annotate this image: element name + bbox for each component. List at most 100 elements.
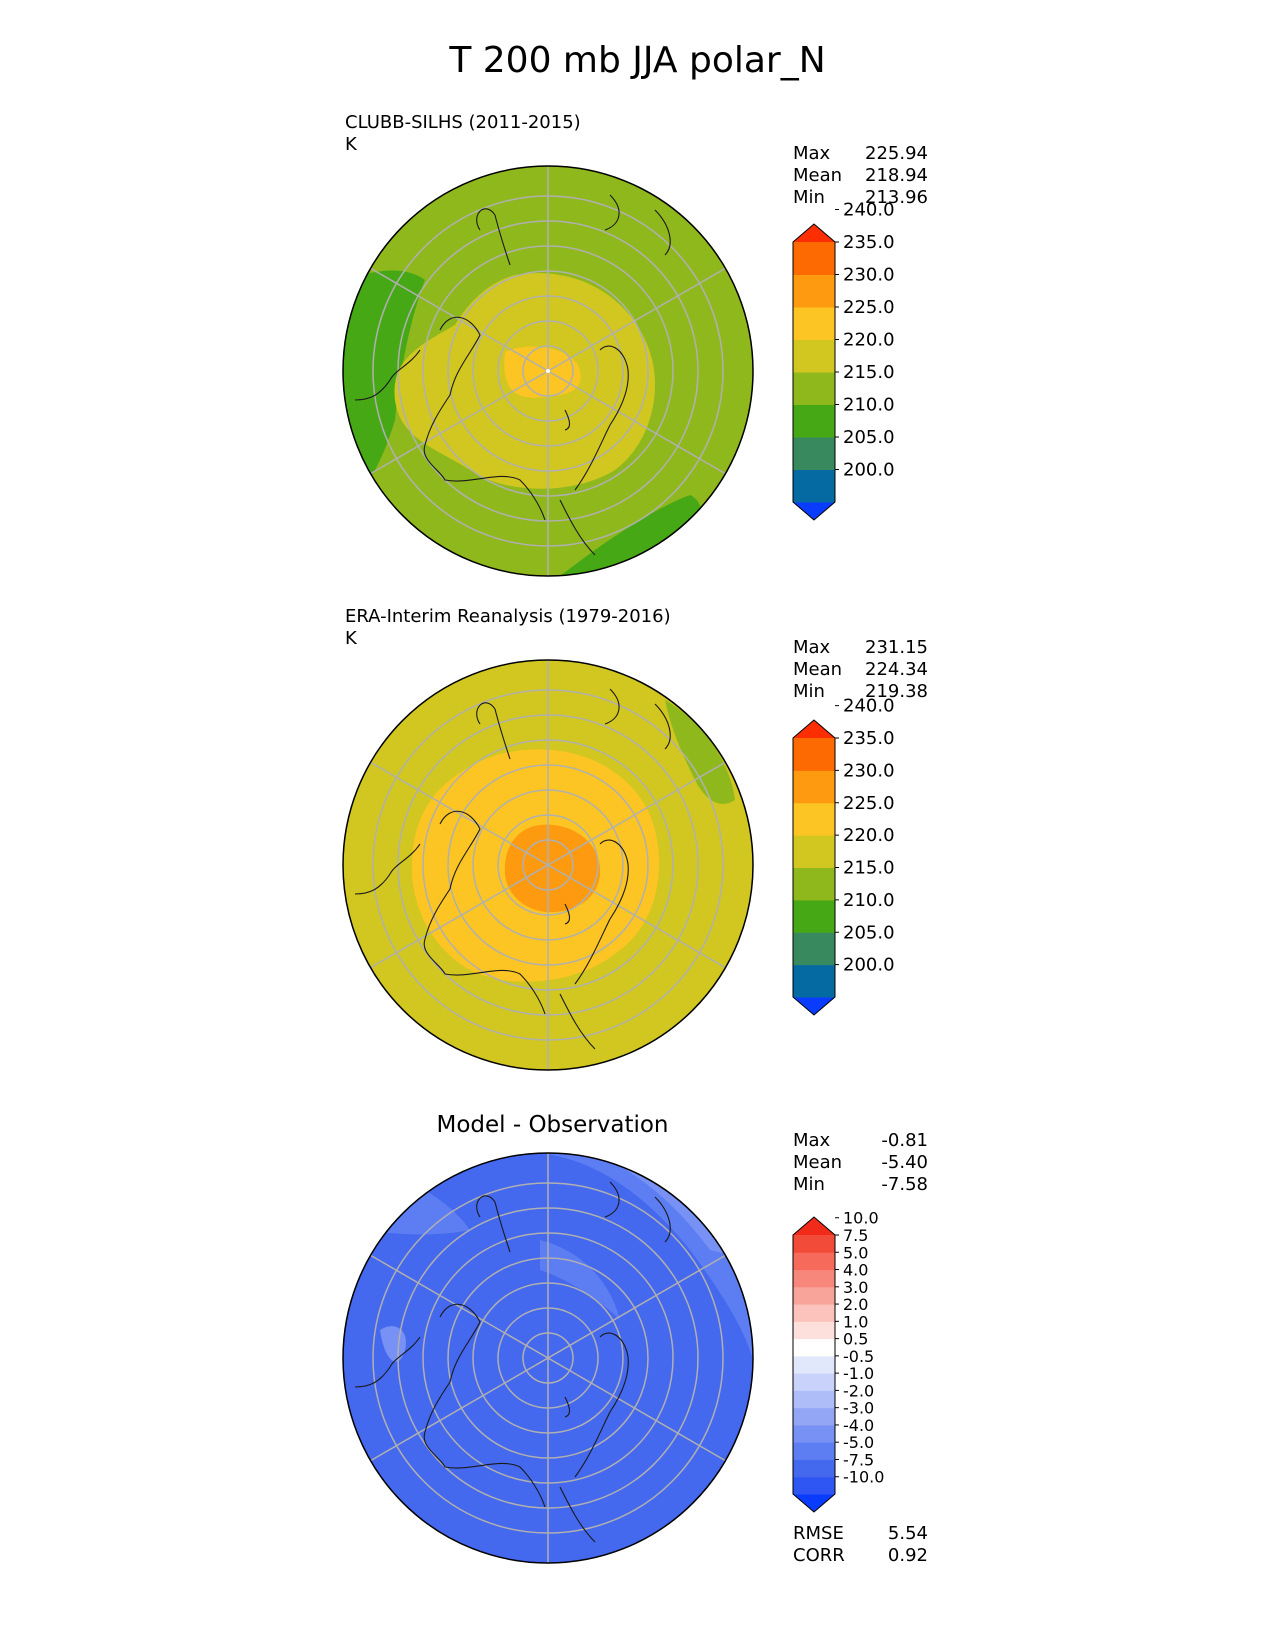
colorbar-segment [793, 932, 835, 966]
colorbar-panel1: 200.0 205.0 210.0 215.0 220.0 225.0 230.0 235.0… [792, 200, 895, 521]
colorbar-extend-min [793, 1494, 835, 1512]
colorbar-segment [793, 899, 835, 933]
colorbar-segment [793, 1338, 835, 1357]
stat-label: Max [793, 637, 831, 658]
metric-row: CORR 0.92 [793, 1545, 928, 1567]
colorbar-tick-label: -5.0 [843, 1433, 874, 1452]
stat-row: Max -0.81 [793, 1130, 928, 1152]
stat-value: 219.38 [865, 681, 928, 702]
colorbar-segment [793, 1252, 835, 1271]
map-border [342, 659, 754, 1071]
colorbar-tick-label: 2.0 [843, 1295, 868, 1314]
stat-row: Mean 218.94 [793, 165, 928, 187]
colorbar-tick-label: 4.0 [843, 1261, 868, 1280]
panel2-name: ERA-Interim Reanalysis (1979-2016) [345, 606, 671, 627]
colorbar-tick-label: 235.0 [843, 232, 895, 253]
colorbar-tick-label: 205.0 [843, 922, 895, 943]
colorbar-segment [793, 404, 835, 438]
map-panel1 [342, 165, 754, 577]
colorbar-segment [793, 1373, 835, 1391]
colorbar-tick-label: 210.0 [843, 890, 895, 911]
metric-label: RMSE [793, 1523, 844, 1544]
panel1-units: K [345, 134, 357, 155]
colorbar-segment [793, 738, 835, 771]
colorbar-tick-label: 235.0 [843, 728, 895, 749]
colorbar-segment [793, 867, 835, 901]
colorbar-extend-min [793, 502, 835, 520]
colorbar-tick-label: -4.0 [843, 1416, 874, 1435]
metric-value: 5.54 [887, 1523, 928, 1544]
stat-value: -0.81 [881, 1130, 928, 1151]
metric-value: 0.92 [887, 1545, 928, 1566]
colorbar-segment [793, 770, 835, 804]
colorbar-tick-label: 210.0 [843, 395, 895, 416]
stat-row: Min -7.58 [793, 1174, 928, 1196]
colorbar-tick-label: 10.0 [843, 1209, 879, 1228]
colorbar-segment [793, 274, 835, 308]
colorbar-segment [793, 307, 835, 340]
pole-marker [546, 369, 550, 373]
colorbar-segment [793, 1442, 835, 1460]
colorbar-tick-label: -7.5 [843, 1450, 874, 1469]
colorbar-segment [793, 372, 835, 405]
panel1-name: CLUBB-SILHS (2011-2015) [345, 112, 581, 133]
panel3-metrics: RMSE 5.54 CORR 0.92 [793, 1523, 928, 1567]
colorbar-tick-label: 240.0 [843, 200, 895, 221]
colorbar-tick-label: 215.0 [843, 858, 895, 879]
colorbar-tick-label: 230.0 [843, 760, 895, 781]
figure-title: T 200 mb JJA polar_N [449, 40, 826, 81]
colorbar-segment [793, 835, 835, 868]
colorbar-segment [793, 1459, 835, 1478]
colorbar-tick-label: 240.0 [843, 696, 895, 717]
colorbar-segment [793, 1321, 835, 1340]
colorbar-tick-label: 7.5 [843, 1226, 868, 1245]
stat-value: -5.40 [881, 1152, 928, 1173]
colorbar-extend-max [793, 224, 835, 242]
colorbar-tick-label: 3.0 [843, 1278, 868, 1297]
stat-label: Min [793, 1174, 825, 1195]
map-panel2 [342, 659, 754, 1071]
stat-value: 224.34 [865, 659, 928, 680]
metric-row: RMSE 5.54 [793, 1523, 928, 1545]
field-contour-minus4 [540, 1240, 620, 1320]
panel1-stats: Max 225.94 Mean 218.94 Min 213.96 [793, 143, 928, 209]
colorbar-segment [793, 1235, 835, 1253]
colorbar-tick-label: 215.0 [843, 362, 895, 383]
colorbar-segment [793, 339, 835, 373]
colorbar-segment [793, 802, 835, 836]
panel1-title: CLUBB-SILHS (2011-2015) K [345, 112, 581, 156]
colorbar-tick-label: 205.0 [843, 427, 895, 448]
field-warm-region [665, 700, 735, 804]
colorbar-outline [792, 223, 836, 521]
stat-row: Min 219.38 [793, 681, 928, 703]
stat-row: Min 213.96 [793, 187, 928, 209]
colorbar-panel3: -10.0-7.5-5.0-4.0-3.0-2.0-1.0-0.50.51.02… [792, 1209, 884, 1513]
colorbar-tick-label: -0.5 [843, 1347, 874, 1366]
coastlines [354, 194, 671, 556]
stat-row: Mean -5.40 [793, 1152, 928, 1174]
colorbar-tick-label: -10.0 [843, 1468, 884, 1487]
colorbar-segment [793, 1269, 835, 1288]
panel3-stats: Max -0.81 Mean -5.40 Min -7.58 [793, 1130, 928, 1196]
colorbar-tick-label: -2.0 [843, 1381, 874, 1400]
colorbar-segment [793, 1424, 835, 1443]
colorbar-segment [793, 437, 835, 470]
stat-label: Min [793, 187, 825, 208]
colorbar-tick-label: 220.0 [843, 330, 895, 351]
colorbar-tick-label: 5.0 [843, 1243, 868, 1262]
panel3-title: Model - Observation [436, 1112, 669, 1138]
panel2-title: ERA-Interim Reanalysis (1979-2016) K [345, 606, 671, 650]
colorbar-tick-label: 225.0 [843, 793, 895, 814]
colorbar-segment [793, 242, 835, 275]
colorbar-tick-label: 200.0 [843, 460, 895, 481]
stat-label: Mean [793, 165, 843, 186]
colorbar-extend-max [793, 1217, 835, 1235]
colorbar-segment [793, 1355, 835, 1374]
colorbar-tick-label: 230.0 [843, 265, 895, 286]
colorbar-segment [793, 1286, 835, 1305]
graticule [369, 166, 727, 576]
stat-value: -7.58 [881, 1174, 928, 1195]
stat-row: Max 231.15 [793, 637, 928, 659]
stat-label: Max [793, 143, 831, 164]
